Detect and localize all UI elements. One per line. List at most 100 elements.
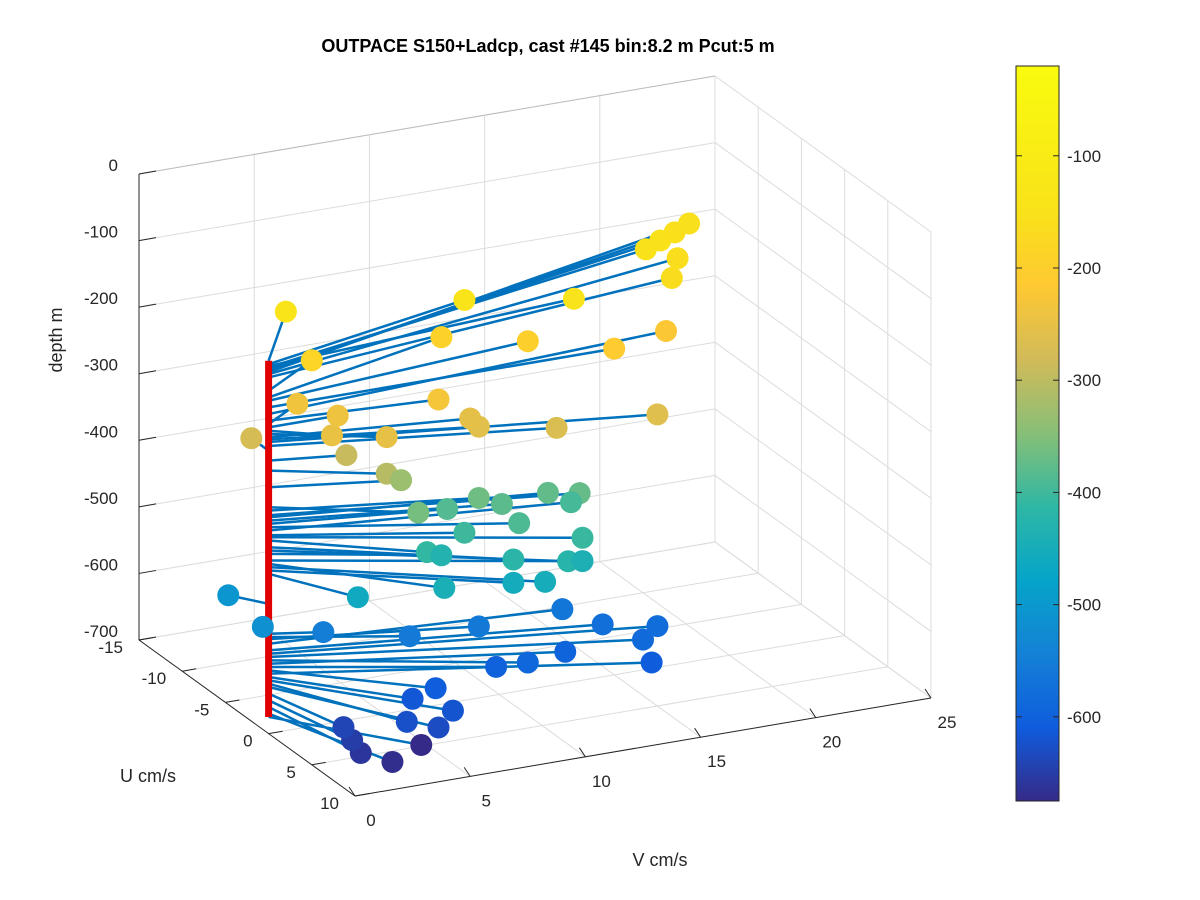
y-tick-label: 15 xyxy=(707,752,726,771)
data-point xyxy=(560,491,582,514)
z-tick-label: -400 xyxy=(84,422,118,441)
data-point xyxy=(395,710,418,733)
velocity-stick xyxy=(268,692,344,729)
y-tick-mark xyxy=(809,708,817,718)
x-tick-mark xyxy=(225,699,240,703)
x-tick-label: 5 xyxy=(286,763,295,782)
data-point xyxy=(545,416,568,439)
data-point xyxy=(430,544,453,567)
data-point xyxy=(485,655,508,678)
data-point xyxy=(554,640,577,663)
data-point xyxy=(326,404,349,427)
data-point xyxy=(603,337,626,360)
data-point xyxy=(508,512,531,535)
data-point xyxy=(430,326,453,349)
data-point xyxy=(436,497,459,520)
y-axis-line xyxy=(354,697,932,797)
x-tick-mark xyxy=(182,668,197,672)
grid-line xyxy=(714,475,932,632)
data-point xyxy=(467,615,490,638)
data-point xyxy=(591,613,614,636)
data-point xyxy=(536,481,559,504)
grid-line xyxy=(714,408,932,566)
x-axis-label: U cm/s xyxy=(120,766,176,786)
colorbar-tick-label: -500 xyxy=(1067,596,1101,615)
velocity-stick xyxy=(268,257,678,376)
x-axis-line xyxy=(138,639,356,797)
z-tick-mark xyxy=(138,370,157,375)
x-tick-mark xyxy=(268,730,283,735)
data-point xyxy=(453,288,476,311)
grid-line xyxy=(714,275,932,433)
data-point xyxy=(217,584,240,607)
z-tick-mark xyxy=(138,636,157,641)
grid-line xyxy=(714,208,932,366)
y-tick-mark xyxy=(348,786,356,797)
velocity-stick xyxy=(268,552,442,557)
grid-line xyxy=(138,341,716,441)
velocity-stick xyxy=(268,398,439,422)
data-point xyxy=(459,407,482,430)
grid-line xyxy=(484,580,701,738)
data-point xyxy=(407,501,430,524)
data-point xyxy=(516,651,539,674)
data-point xyxy=(312,621,335,644)
x-tick-label: -5 xyxy=(194,700,209,719)
velocity-stick xyxy=(268,502,502,522)
data-point xyxy=(332,716,355,739)
velocity-stick xyxy=(268,340,529,402)
velocity-stick xyxy=(268,638,644,659)
grid-line xyxy=(138,208,716,308)
y-tick-label: 25 xyxy=(938,713,957,732)
data-point xyxy=(240,427,263,450)
x-tick-label: 10 xyxy=(320,794,339,813)
box-edge xyxy=(138,75,716,175)
velocity-stick xyxy=(268,276,673,379)
data-point xyxy=(286,392,309,415)
data-point xyxy=(401,687,424,710)
colorbar-ticks: -100 -200 -300 -400 -500 -600 xyxy=(1016,147,1101,727)
velocity-stick xyxy=(268,569,514,585)
grid-line xyxy=(138,408,716,508)
x-tick-label: -15 xyxy=(98,638,123,657)
data-point xyxy=(381,750,404,773)
colorbar-tick-label: -300 xyxy=(1067,371,1101,390)
velocity-stick xyxy=(268,624,658,655)
z-axis-label: depth m xyxy=(46,307,66,372)
y-tick-label: 10 xyxy=(592,772,611,791)
data-point xyxy=(398,625,421,648)
data-point xyxy=(490,493,513,516)
data-point xyxy=(571,550,594,573)
z-tick-label: -300 xyxy=(84,356,118,375)
colorbar-tick-label: -400 xyxy=(1067,483,1101,502)
grid-line xyxy=(138,142,716,242)
grid-line xyxy=(253,619,471,777)
y-tick-label: 0 xyxy=(366,811,375,830)
velocity-stick xyxy=(268,222,690,374)
z-tick-mark xyxy=(138,436,157,441)
data-point xyxy=(646,403,669,426)
data-point xyxy=(640,651,663,674)
data-point xyxy=(300,349,323,372)
data-point xyxy=(632,628,654,651)
velocity-stick xyxy=(268,679,454,712)
data-point xyxy=(390,469,413,492)
y-tick-label: 5 xyxy=(481,791,490,810)
data-point xyxy=(335,444,358,467)
data-point xyxy=(551,598,574,621)
z-ticks: 0 -100 -200 -300 -400 -500 -600 -700 xyxy=(84,156,157,641)
data-point xyxy=(660,267,683,290)
data-point xyxy=(571,526,594,549)
data-point xyxy=(502,548,525,571)
velocity-stick xyxy=(268,650,566,665)
z-tick-mark xyxy=(138,303,157,308)
data-point xyxy=(646,615,669,638)
colorbar-tick-label: -200 xyxy=(1067,259,1101,278)
z-tick-label: 0 xyxy=(109,156,118,175)
y-tick-mark xyxy=(463,767,471,777)
data-point xyxy=(427,388,450,411)
grid-line xyxy=(311,666,888,766)
data-point xyxy=(427,716,450,739)
velocity-stick xyxy=(268,469,387,475)
